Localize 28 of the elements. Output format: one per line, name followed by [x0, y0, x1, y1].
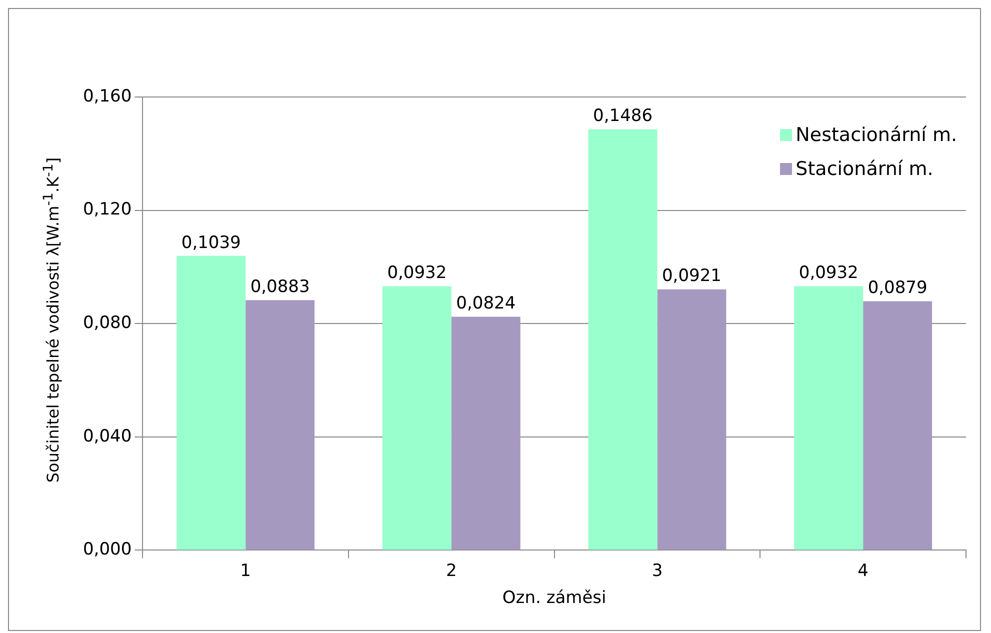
data-label: 0,0932 — [387, 263, 447, 284]
legend-label: Nestacionární m. — [796, 124, 957, 146]
bar — [176, 256, 246, 550]
bar — [657, 289, 726, 550]
x-tick-label: 1 — [240, 560, 251, 581]
bar — [382, 286, 452, 550]
bar — [588, 129, 658, 550]
data-label: 0,0921 — [662, 266, 722, 286]
y-tick-label: 0,080 — [82, 313, 132, 334]
bar — [863, 301, 932, 550]
y-tick-label: 0,000 — [82, 540, 132, 560]
data-label: 0,0879 — [868, 278, 928, 298]
bar — [246, 300, 315, 550]
bar — [794, 286, 864, 550]
x-tick-label: 3 — [652, 560, 663, 581]
data-label: 0,0883 — [250, 277, 310, 298]
x-tick-label: 2 — [446, 560, 457, 581]
data-label: 0,0932 — [798, 263, 858, 284]
x-tick-label: 4 — [858, 560, 868, 581]
data-label: 0,1486 — [593, 106, 653, 126]
y-tick-label: 0,040 — [82, 426, 132, 446]
x-axis-title: Ozn. záměsi — [502, 588, 606, 608]
y-tick-label: 0,160 — [82, 86, 132, 106]
bar — [451, 316, 520, 550]
data-label: 0,0824 — [456, 294, 516, 314]
data-label: 0,1039 — [181, 232, 241, 253]
y-tick-label: 0,120 — [82, 200, 132, 220]
legend-label: Stacionární m. — [796, 158, 934, 180]
